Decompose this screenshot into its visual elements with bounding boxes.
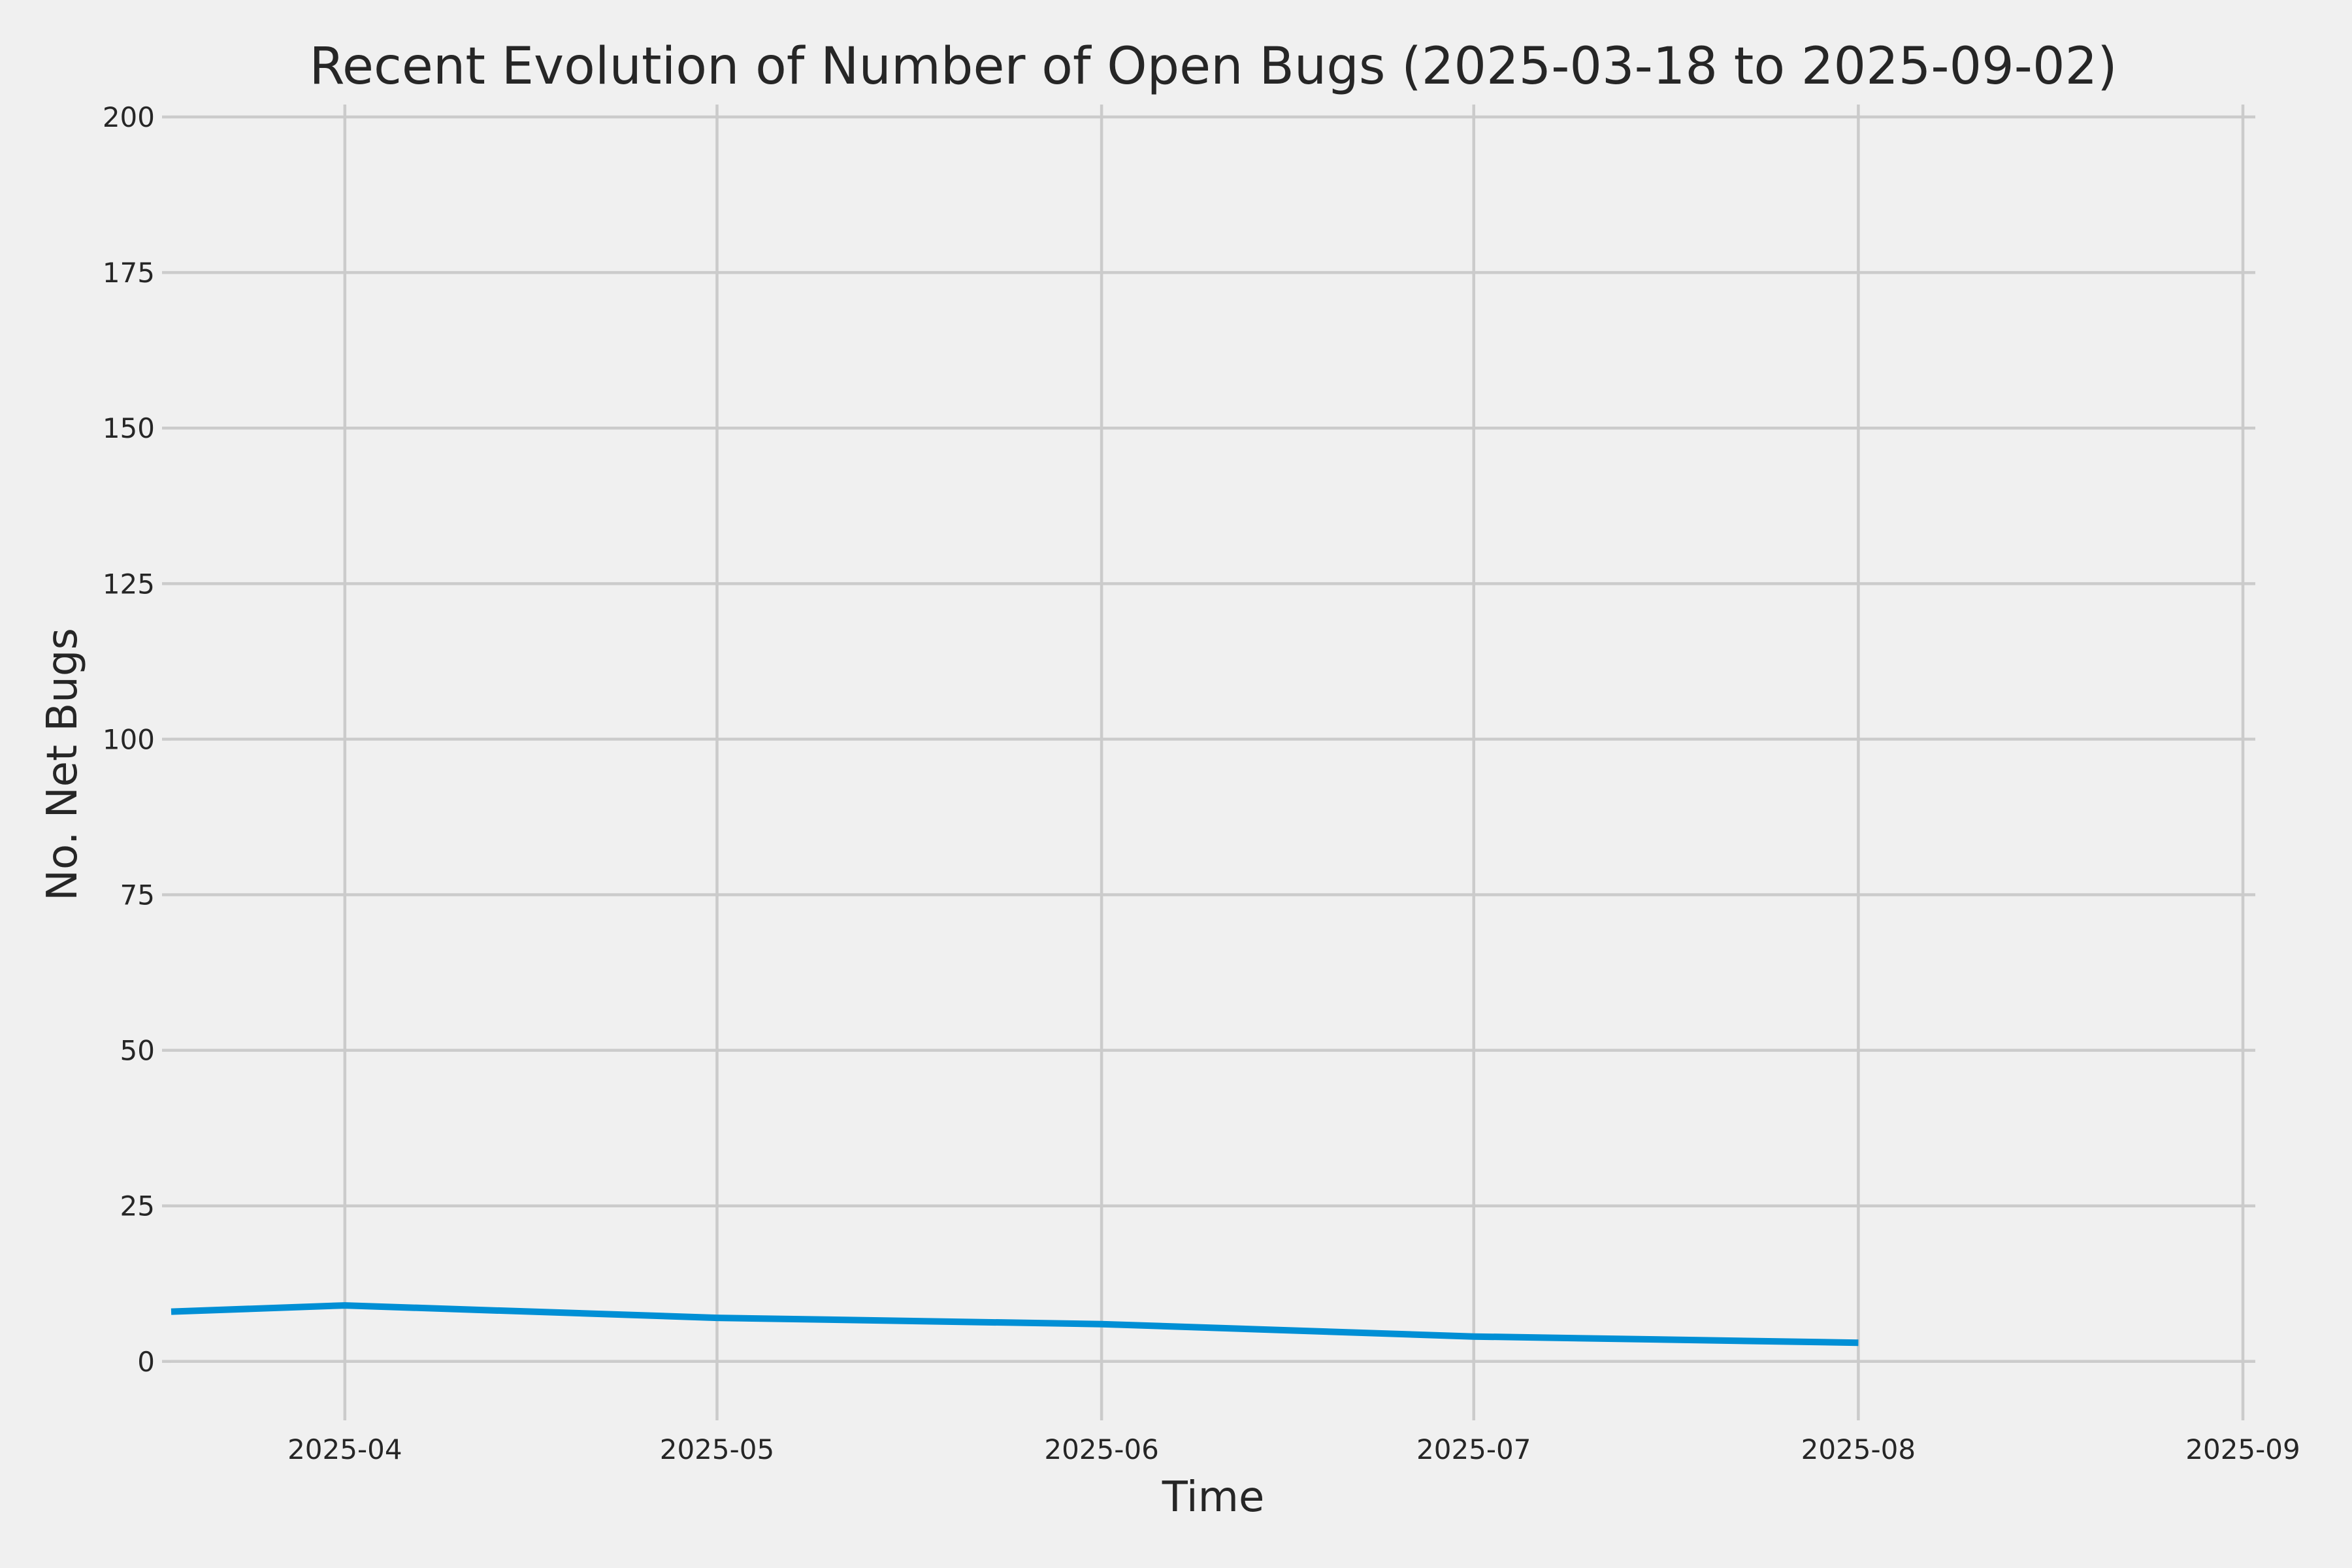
x-tick-label: 2025-06 (1044, 1433, 1159, 1465)
series-line (171, 1302, 1859, 1347)
y-tick-label: 175 (103, 257, 155, 289)
y-tick-label: 25 (120, 1190, 155, 1222)
series (171, 1302, 1859, 1347)
y-tick-label: 100 (103, 723, 155, 755)
axis-ticks: 0 25 50 75 100 125 150 175 200 2025-04 2025-05 2025… (103, 101, 2300, 1465)
y-tick-label: 75 (120, 879, 155, 911)
y-tick-label: 0 (137, 1346, 155, 1378)
x-tick-label: 2025-07 (1416, 1433, 1531, 1465)
x-tick-label: 2025-05 (660, 1433, 775, 1465)
y-tick-label: 50 (120, 1035, 155, 1067)
y-tick-label: 125 (103, 568, 155, 600)
y-tick-label: 200 (103, 101, 155, 133)
x-tick-label: 2025-04 (287, 1433, 402, 1465)
y-tick-label: 150 (103, 412, 155, 444)
x-tick-label: 2025-08 (1801, 1433, 1916, 1465)
chart-title: Recent Evolution of Number of Open Bugs … (309, 37, 2117, 96)
x-axis-label: Time (1162, 1473, 1265, 1522)
y-axis-label: No. Net Bugs (39, 628, 87, 901)
grid (171, 105, 2255, 1411)
x-tick-label: 2025-09 (2185, 1433, 2300, 1465)
